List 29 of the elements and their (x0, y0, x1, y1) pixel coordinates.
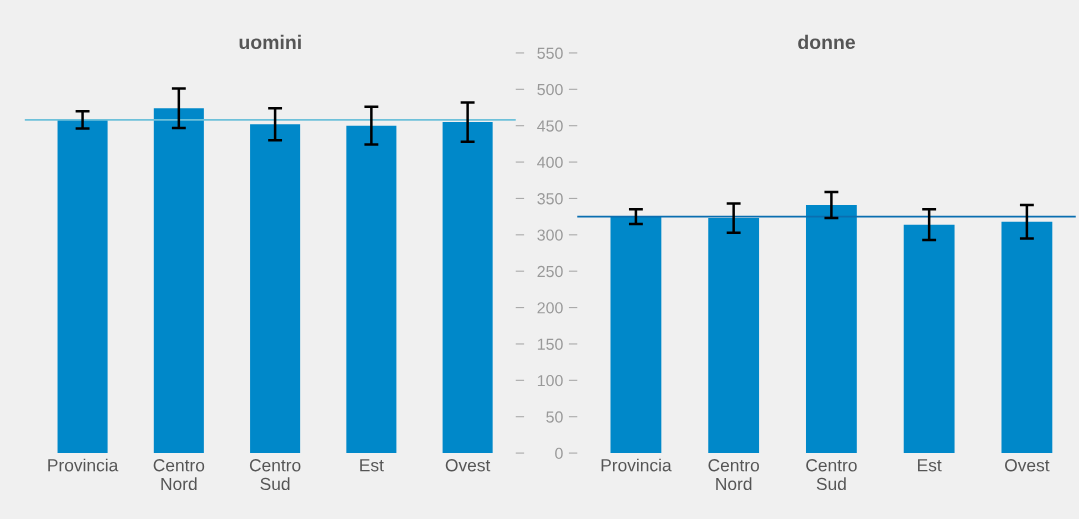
chart-title: uomini (239, 34, 301, 50)
y-tick-label: 150 (537, 338, 563, 350)
chart-title: donne (798, 34, 856, 50)
x-tick-label: Ovest (1005, 459, 1050, 472)
x-tick-label: Centro Sud (806, 459, 857, 491)
bar (442, 122, 493, 454)
y-tick-label: 50 (546, 411, 563, 423)
y-tick-label: 0 (555, 447, 563, 460)
y-tick-label: 550 (537, 47, 563, 59)
y-tick-label: 100 (537, 374, 563, 387)
y-tick-label: 500 (537, 83, 563, 96)
x-tick-label: Centro Nord (708, 459, 759, 491)
x-tick-label: Provincia (601, 458, 672, 472)
bar (57, 119, 108, 454)
x-tick-label: Centro Nord (153, 459, 205, 491)
bar (346, 125, 397, 454)
x-tick-label: Provincia (48, 458, 119, 472)
y-tick-label: 250 (537, 265, 563, 278)
x-tick-label: Est (918, 459, 942, 472)
y-tick-label: 450 (537, 120, 563, 132)
bar (153, 108, 204, 454)
y-tick-label: 200 (537, 302, 563, 314)
y-tick-label: 400 (537, 156, 563, 169)
y-tick-label: 350 (537, 193, 563, 205)
x-tick-label: Centro Sud (249, 459, 301, 491)
y-tick-label: 300 (537, 229, 563, 241)
x-tick-label: Est (360, 459, 384, 472)
x-tick-label: Ovest (445, 459, 491, 472)
bar (250, 124, 301, 454)
